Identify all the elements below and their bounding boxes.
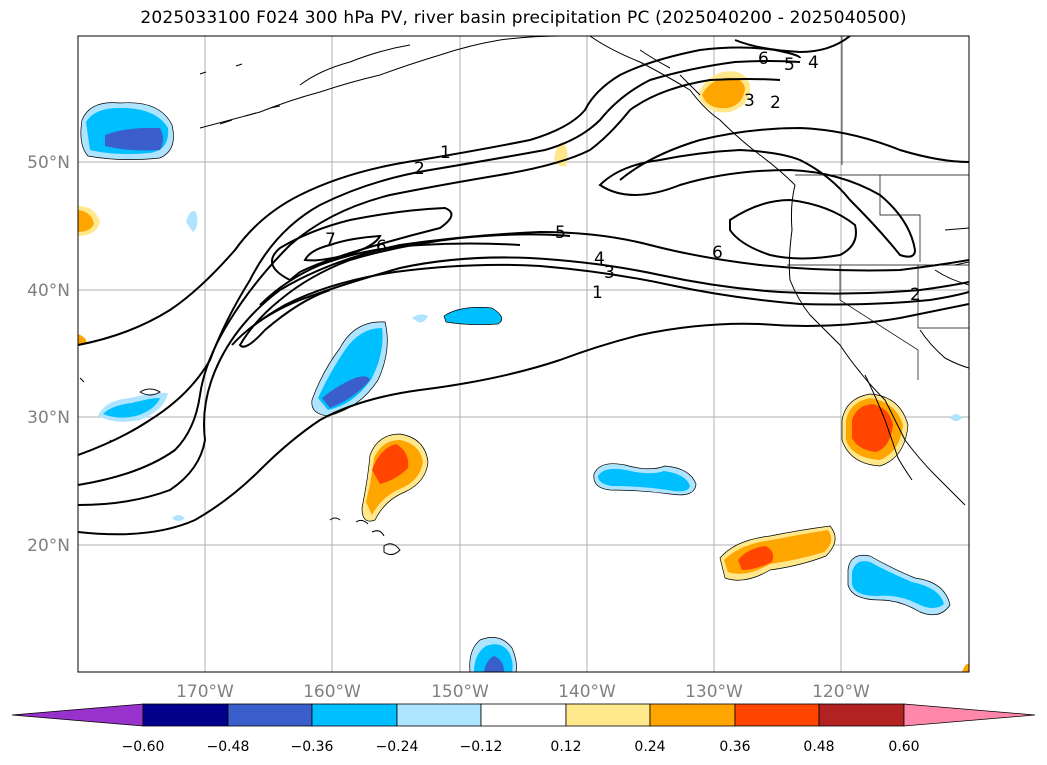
colorbar-segment (480, 703, 567, 727)
contour-label: 3 (604, 263, 615, 283)
contour-label: 6 (712, 243, 723, 263)
contour-label: 2 (414, 159, 425, 179)
contour-label: 3 (744, 91, 755, 111)
lat-tick-label: 20°N (27, 536, 70, 556)
colorbar-segment (396, 703, 482, 727)
lat-tick-label: 40°N (27, 281, 70, 301)
colorbar-tick-label: −0.48 (207, 739, 250, 755)
contour-label: 6 (376, 237, 387, 257)
contour-label: 1 (440, 143, 451, 163)
colorbar-tick-label: −0.12 (460, 739, 503, 755)
colorbar-segment (142, 703, 229, 727)
pv-contours (78, 36, 969, 536)
colorbar-segment (227, 703, 313, 727)
colorbar-segment (818, 703, 905, 727)
lon-tick-label: 140°W (558, 682, 616, 702)
colorbar-segment (565, 703, 651, 727)
colorbar-segment (311, 703, 398, 727)
colorbar-tick-label: −0.36 (291, 739, 334, 755)
contour-label: 4 (808, 53, 819, 73)
lon-tick-label: 120°W (812, 682, 870, 702)
lon-axis-labels: 170°W 160°W 150°W 140°W 130°W 120°W (176, 682, 870, 702)
colorbar (11, 703, 1036, 727)
colorbar-tick-label: 0.36 (719, 739, 750, 755)
lon-tick-label: 170°W (176, 682, 234, 702)
colorbar-tick-label: 0.60 (888, 739, 919, 755)
lon-tick-label: 160°W (303, 682, 361, 702)
precip-pc-shading (78, 71, 969, 672)
colorbar-extend-low (11, 703, 144, 727)
lat-axis-labels: 50°N 40°N 30°N 20°N (27, 153, 70, 556)
precip-outlines (80, 102, 951, 672)
gridlines (78, 36, 969, 672)
colorbar-segment (734, 703, 820, 727)
lon-tick-label: 130°W (685, 682, 743, 702)
contour-label: 4 (594, 249, 605, 269)
colorbar-tick-label: 0.48 (803, 739, 834, 755)
colorbar-tick-label: −0.60 (122, 739, 165, 755)
contour-label: 5 (784, 55, 795, 75)
contour-label: 2 (770, 93, 781, 113)
colorbar-tick-label: 0.24 (634, 739, 665, 755)
pv-contour-labels: 1 2 6 5 4 3 2 7 6 5 4 3 1 6 2 (325, 49, 921, 305)
colorbar-extend-high (903, 703, 1036, 727)
contour-label: 2 (910, 285, 921, 305)
lon-tick-label: 150°W (431, 682, 489, 702)
contour-label: 5 (555, 223, 566, 243)
colorbar-tick-label: 0.12 (550, 739, 581, 755)
contour-label: 1 (592, 283, 603, 303)
colorbar-segment (649, 703, 736, 727)
lat-tick-label: 50°N (27, 153, 70, 173)
contour-label: 7 (325, 230, 336, 250)
contour-label: 6 (758, 49, 769, 69)
colorbar-labels: −0.60 −0.48 −0.36 −0.24 −0.12 0.12 0.24 … (122, 739, 920, 755)
lat-tick-label: 30°N (27, 408, 70, 428)
colorbar-tick-label: −0.24 (376, 739, 419, 755)
chart-title: 2025033100 F024 300 hPa PV, river basin … (140, 8, 907, 28)
